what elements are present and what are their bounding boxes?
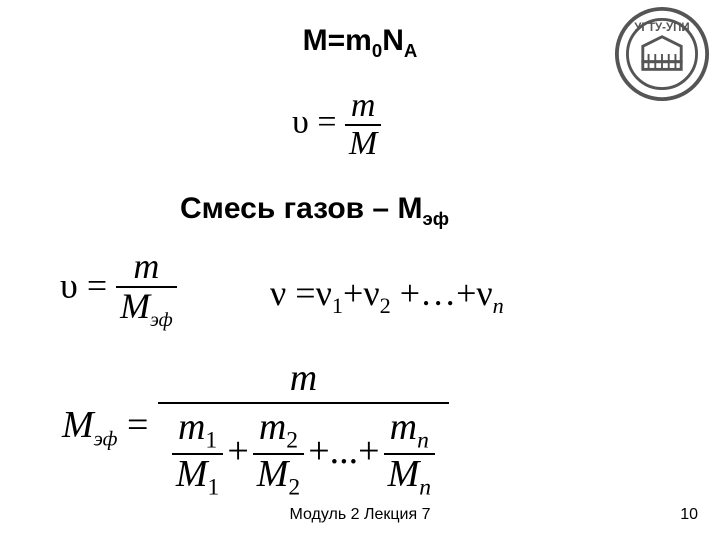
heading-gas-mixture-text: Смесь газов – M xyxy=(180,192,422,225)
heading-sub-ef: эф xyxy=(422,208,449,229)
nu2: ν xyxy=(363,273,379,313)
fraction-m-over-Mef: mMэф xyxy=(116,248,177,331)
formula-moles-effective: υ = mMэф xyxy=(60,248,177,331)
numerator-m-2: m xyxy=(116,248,177,288)
big-fraction: m m1M1+m2M2+...+mnMn xyxy=(158,356,449,500)
numerator-m: m xyxy=(345,88,381,126)
big-denominator-sum: m1M1+m2M2+...+mnMn xyxy=(158,404,449,501)
frac-m1-M1: m1M1 xyxy=(172,408,223,501)
heading-sub-0: 0 xyxy=(372,40,382,61)
fraction-m-over-M: mM xyxy=(345,88,381,161)
dots-1: +…+ xyxy=(391,273,477,313)
denominator-Mef: Mэф xyxy=(116,288,177,331)
formula-effective-molar-mass: Mэф = m m1M1+m2M2+...+mnMn xyxy=(62,356,449,500)
upsilon-symbol: υ xyxy=(292,103,309,140)
nun: ν xyxy=(476,273,492,313)
plus-2: + xyxy=(227,430,248,472)
dots-2: +...+ xyxy=(308,430,379,472)
nu-lhs: ν xyxy=(270,273,295,313)
heading-text-part2: N xyxy=(382,24,404,57)
denominator-M: M xyxy=(345,126,381,162)
formula-nu-sum: ν =ν1+ν2 +…+νn xyxy=(270,272,504,319)
heading-molar-mass-formula: M=m0NA xyxy=(0,24,720,62)
page-number: 10 xyxy=(680,506,698,524)
formula-moles-simple: υ = mM xyxy=(292,88,381,161)
sub-2: 2 xyxy=(380,293,391,318)
heading-gas-mixture: Смесь газов – Mэф xyxy=(180,192,449,230)
equals-3: = xyxy=(295,273,315,313)
heading-text-part1: M=m xyxy=(303,24,372,57)
sub-1: 1 xyxy=(332,293,343,318)
Mef-lhs: Mэф xyxy=(62,404,117,446)
big-numerator-m: m xyxy=(158,356,449,404)
nu1: ν xyxy=(316,273,332,313)
footer-module-lecture: Модуль 2 Лекция 7 xyxy=(0,506,720,524)
equals-4: = xyxy=(117,404,157,446)
heading-sub-A: A xyxy=(404,40,417,61)
sub-n: n xyxy=(493,293,504,318)
equals-2: = xyxy=(78,266,116,306)
frac-mn-Mn: mnMn xyxy=(384,408,435,501)
equals: = xyxy=(309,103,345,140)
frac-m2-M2: m2M2 xyxy=(253,408,304,501)
upsilon-symbol-2: υ xyxy=(60,266,78,306)
plus-1: + xyxy=(343,273,363,313)
